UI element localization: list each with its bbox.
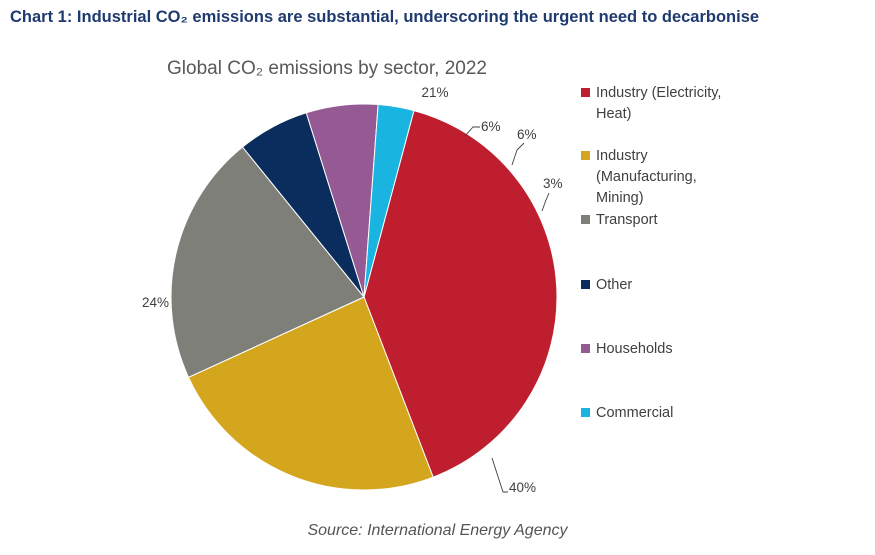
legend-item-industry-manufacturing-mining: Industry (Manufacturing, Mining)	[581, 148, 697, 206]
legend-item-other: Other	[581, 277, 632, 293]
data-label-commercial: 3%	[543, 176, 563, 191]
pie-slice-commercial	[363, 103, 415, 298]
leader-line-households	[511, 142, 525, 166]
legend-swatch	[581, 280, 590, 289]
data-label-transport: 21%	[421, 85, 448, 100]
data-label-industry-electricity-heat: 40%	[509, 480, 536, 495]
legend-label: Households	[596, 341, 673, 357]
legend-item-commercial: Commercial	[581, 405, 673, 421]
data-label-other: 6%	[481, 119, 501, 134]
legend-label: Industry (Electricity, Heat)	[596, 85, 721, 122]
data-labels: 40% 24% 21% 6% 6% 3%	[142, 85, 563, 495]
pie-slice-industry-manufacturing-mining	[187, 296, 434, 491]
pie-slice-industry-electricity-heat	[363, 109, 558, 478]
leader-line-industry-electricity-heat	[491, 457, 508, 493]
legend-swatch	[581, 215, 590, 224]
pie-slices	[170, 103, 558, 491]
legend-label: Other	[596, 277, 632, 293]
pie-slice-transport	[170, 146, 365, 379]
legend-item-households: Households	[581, 341, 673, 357]
legend-item-transport: Transport	[581, 212, 658, 228]
leader-line-other	[464, 126, 480, 137]
source-note: Source: International Energy Agency	[307, 522, 568, 539]
pie-chart: Global CO₂ emissions by sector, 2022 40%…	[142, 58, 721, 495]
chart-title: Global CO₂ emissions by sector, 2022	[167, 58, 487, 79]
legend-swatch	[581, 151, 590, 160]
leader-line-commercial	[541, 192, 550, 212]
legend-swatch	[581, 88, 590, 97]
legend-swatch	[581, 344, 590, 353]
legend-label: Industry (Manufacturing, Mining)	[596, 148, 697, 206]
legend-label: Commercial	[596, 405, 673, 421]
data-label-industry-manufacturing-mining: 24%	[142, 295, 169, 310]
legend-swatch	[581, 408, 590, 417]
leader-lines	[464, 126, 550, 493]
data-label-households: 6%	[517, 127, 537, 142]
legend: Industry (Electricity, Heat) Industry (Manu…	[581, 85, 721, 421]
page-title: Chart 1: Industrial CO₂ emissions are su…	[10, 8, 760, 26]
legend-label: Transport	[596, 212, 658, 228]
legend-item-industry-electricity-heat: Industry (Electricity, Heat)	[581, 85, 721, 122]
